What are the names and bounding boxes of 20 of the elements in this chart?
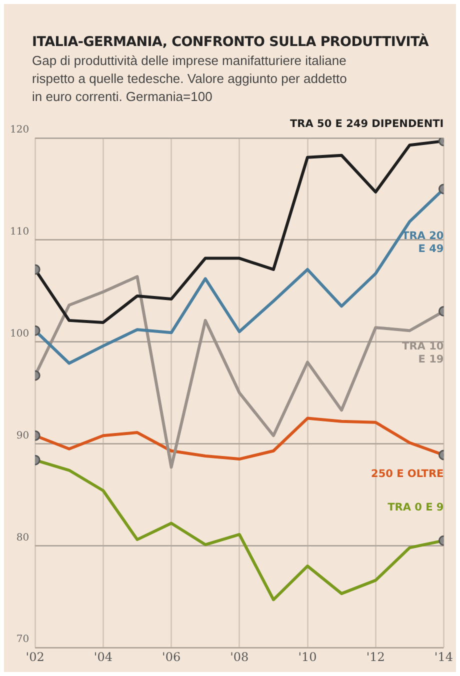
chart-title: ITALIA-GERMANIA, CONFRONTO SULLA PRODUTTIVITÀ [32, 34, 428, 50]
y-tick-label: 70 [16, 634, 30, 646]
y-tick-label: 120 [10, 124, 30, 136]
x-tick-label: '10 [298, 650, 317, 664]
series-label: TRA 50 E 249 DIPENDENTI [290, 118, 444, 130]
chart-subtitle: Gap di produttività delle imprese manifatturiere italiane rispetto a quelle tedesche. Valore aggiunto per addetto in euro correnti. Germania=100 [32, 52, 348, 106]
series-label: TRA 20 E 49 [402, 230, 444, 255]
x-tick-label: '12 [366, 650, 385, 664]
y-tick-label: 80 [16, 532, 30, 544]
series-label: 250 E OLTRE [371, 468, 444, 480]
y-tick-label: 100 [10, 328, 30, 340]
y-tick-label: 90 [16, 430, 30, 442]
x-tick-label: '14 [434, 650, 454, 664]
y-tick-label: 110 [10, 226, 30, 238]
x-tick-label: '08 [230, 650, 249, 664]
x-tick-label: '04 [94, 650, 113, 664]
x-tick-label: '06 [162, 650, 181, 664]
series-label: TRA 10 E 19 [402, 340, 444, 366]
x-tick-label: '02 [26, 650, 44, 664]
text: TRA 0 E 9 [388, 502, 444, 514]
